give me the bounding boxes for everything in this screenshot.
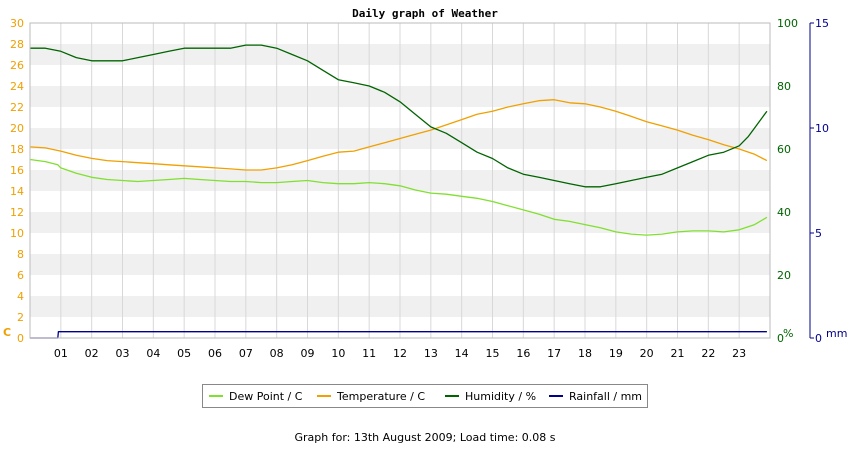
y-axis-right-humidity: 0 20 40 60 80 100%	[777, 17, 798, 345]
x-tick-label: 16	[516, 347, 530, 360]
legend-item-rainfall: Rainfall / mm	[549, 390, 642, 403]
legend-label-temperature: Temperature / C	[337, 390, 426, 403]
y-left-tick-label: 16	[10, 164, 24, 177]
y-right-humidity-unit-label: %	[783, 327, 793, 340]
x-tick-label: 23	[732, 347, 746, 360]
y-left-tick-label: 12	[10, 206, 24, 219]
y-right-rainfall-tick-label: 15	[815, 17, 829, 30]
legend-label-rainfall: Rainfall / mm	[569, 390, 643, 403]
x-tick-label: 18	[578, 347, 592, 360]
chart-title: Daily graph of Weather	[352, 7, 498, 20]
x-tick-label: 15	[486, 347, 500, 360]
x-axis: 01 02 03 04 05 06 07 08 09 10 11 12 13 14 15 16 17 18 19 20…	[54, 347, 746, 360]
x-tick-label: 14	[455, 347, 469, 360]
legend-swatch-humidity	[445, 395, 459, 397]
x-tick-label: 11	[362, 347, 376, 360]
legend-swatch-dew-point	[209, 395, 223, 397]
x-tick-label: 20	[640, 347, 654, 360]
y-right-humidity-tick-label: 20	[777, 269, 791, 282]
y-right-humidity-tick-label: 40	[777, 206, 791, 219]
y-left-tick-label: 14	[10, 185, 24, 198]
series-line-humidity	[30, 44, 768, 188]
x-tick-label: 01	[54, 347, 68, 360]
x-tick-label: 07	[239, 347, 253, 360]
x-tick-label: 22	[701, 347, 715, 360]
x-tick-label: 02	[85, 347, 99, 360]
x-tick-label: 12	[393, 347, 407, 360]
y-left-tick-label: 8	[17, 248, 24, 261]
y-right-humidity-tick-label: 0	[777, 332, 784, 345]
y-left-unit-label: C	[3, 326, 11, 339]
y-left-tick-label: 30	[10, 17, 24, 30]
legend-label-humidity: Humidity / %	[465, 390, 537, 403]
y-right-rainfall-unit-label: mm	[826, 327, 847, 340]
y-left-tick-label: 26	[10, 59, 24, 72]
x-tick-label: 04	[146, 347, 160, 360]
y-left-tick-label: 2	[17, 311, 24, 324]
y-left-tick-label: 24	[10, 80, 24, 93]
y-right-humidity-tick-label: 100	[777, 17, 798, 30]
legend-label-dew-point: Dew Point / C	[229, 390, 303, 403]
x-tick-label: 03	[116, 347, 130, 360]
x-tick-label: 06	[208, 347, 222, 360]
y-left-tick-label: 18	[10, 143, 24, 156]
y-left-tick-label: 10	[10, 227, 24, 240]
graph-footer: Graph for: 13th August 2009; Load time: …	[294, 431, 556, 444]
y-left-tick-label: 4	[17, 290, 24, 303]
y-right-humidity-tick-label: 80	[777, 80, 791, 93]
x-tick-label: 19	[609, 347, 623, 360]
y-right-humidity-tick-label: 60	[777, 143, 791, 156]
x-tick-label: 08	[270, 347, 284, 360]
x-tick-label: 10	[331, 347, 345, 360]
x-tick-label: 09	[301, 347, 315, 360]
legend-swatch-temperature	[317, 395, 331, 397]
y-left-tick-label: 20	[10, 122, 24, 135]
legend-item-humidity: Humidity / %	[445, 390, 536, 403]
x-tick-label: 05	[177, 347, 191, 360]
legend-item-temperature: Temperature / C	[317, 390, 425, 403]
y-right-rainfall-tick-label: 10	[815, 122, 829, 135]
y-left-tick-label: 6	[17, 269, 24, 282]
y-axis-right-rainfall: 0 5 10 15 mm	[809, 17, 847, 345]
y-left-tick-label: 22	[10, 101, 24, 114]
y-right-rainfall-tick-label: 5	[815, 227, 822, 240]
x-tick-label: 17	[547, 347, 561, 360]
legend-item-dew-point: Dew Point / C	[209, 390, 302, 403]
plot-frame	[29, 22, 771, 339]
legend-swatch-rainfall	[549, 395, 563, 397]
y-right-rainfall-tick-label: 0	[815, 332, 822, 345]
series-line-temperature	[29, 99, 768, 171]
x-tick-label: 21	[671, 347, 685, 360]
y-left-tick-label: 0	[17, 332, 24, 345]
y-left-tick-label: 28	[10, 38, 24, 51]
series-line-dew	[29, 158, 768, 236]
x-tick-label: 13	[424, 347, 438, 360]
legend: Dew Point / C Temperature / C Humidity /…	[202, 384, 648, 408]
